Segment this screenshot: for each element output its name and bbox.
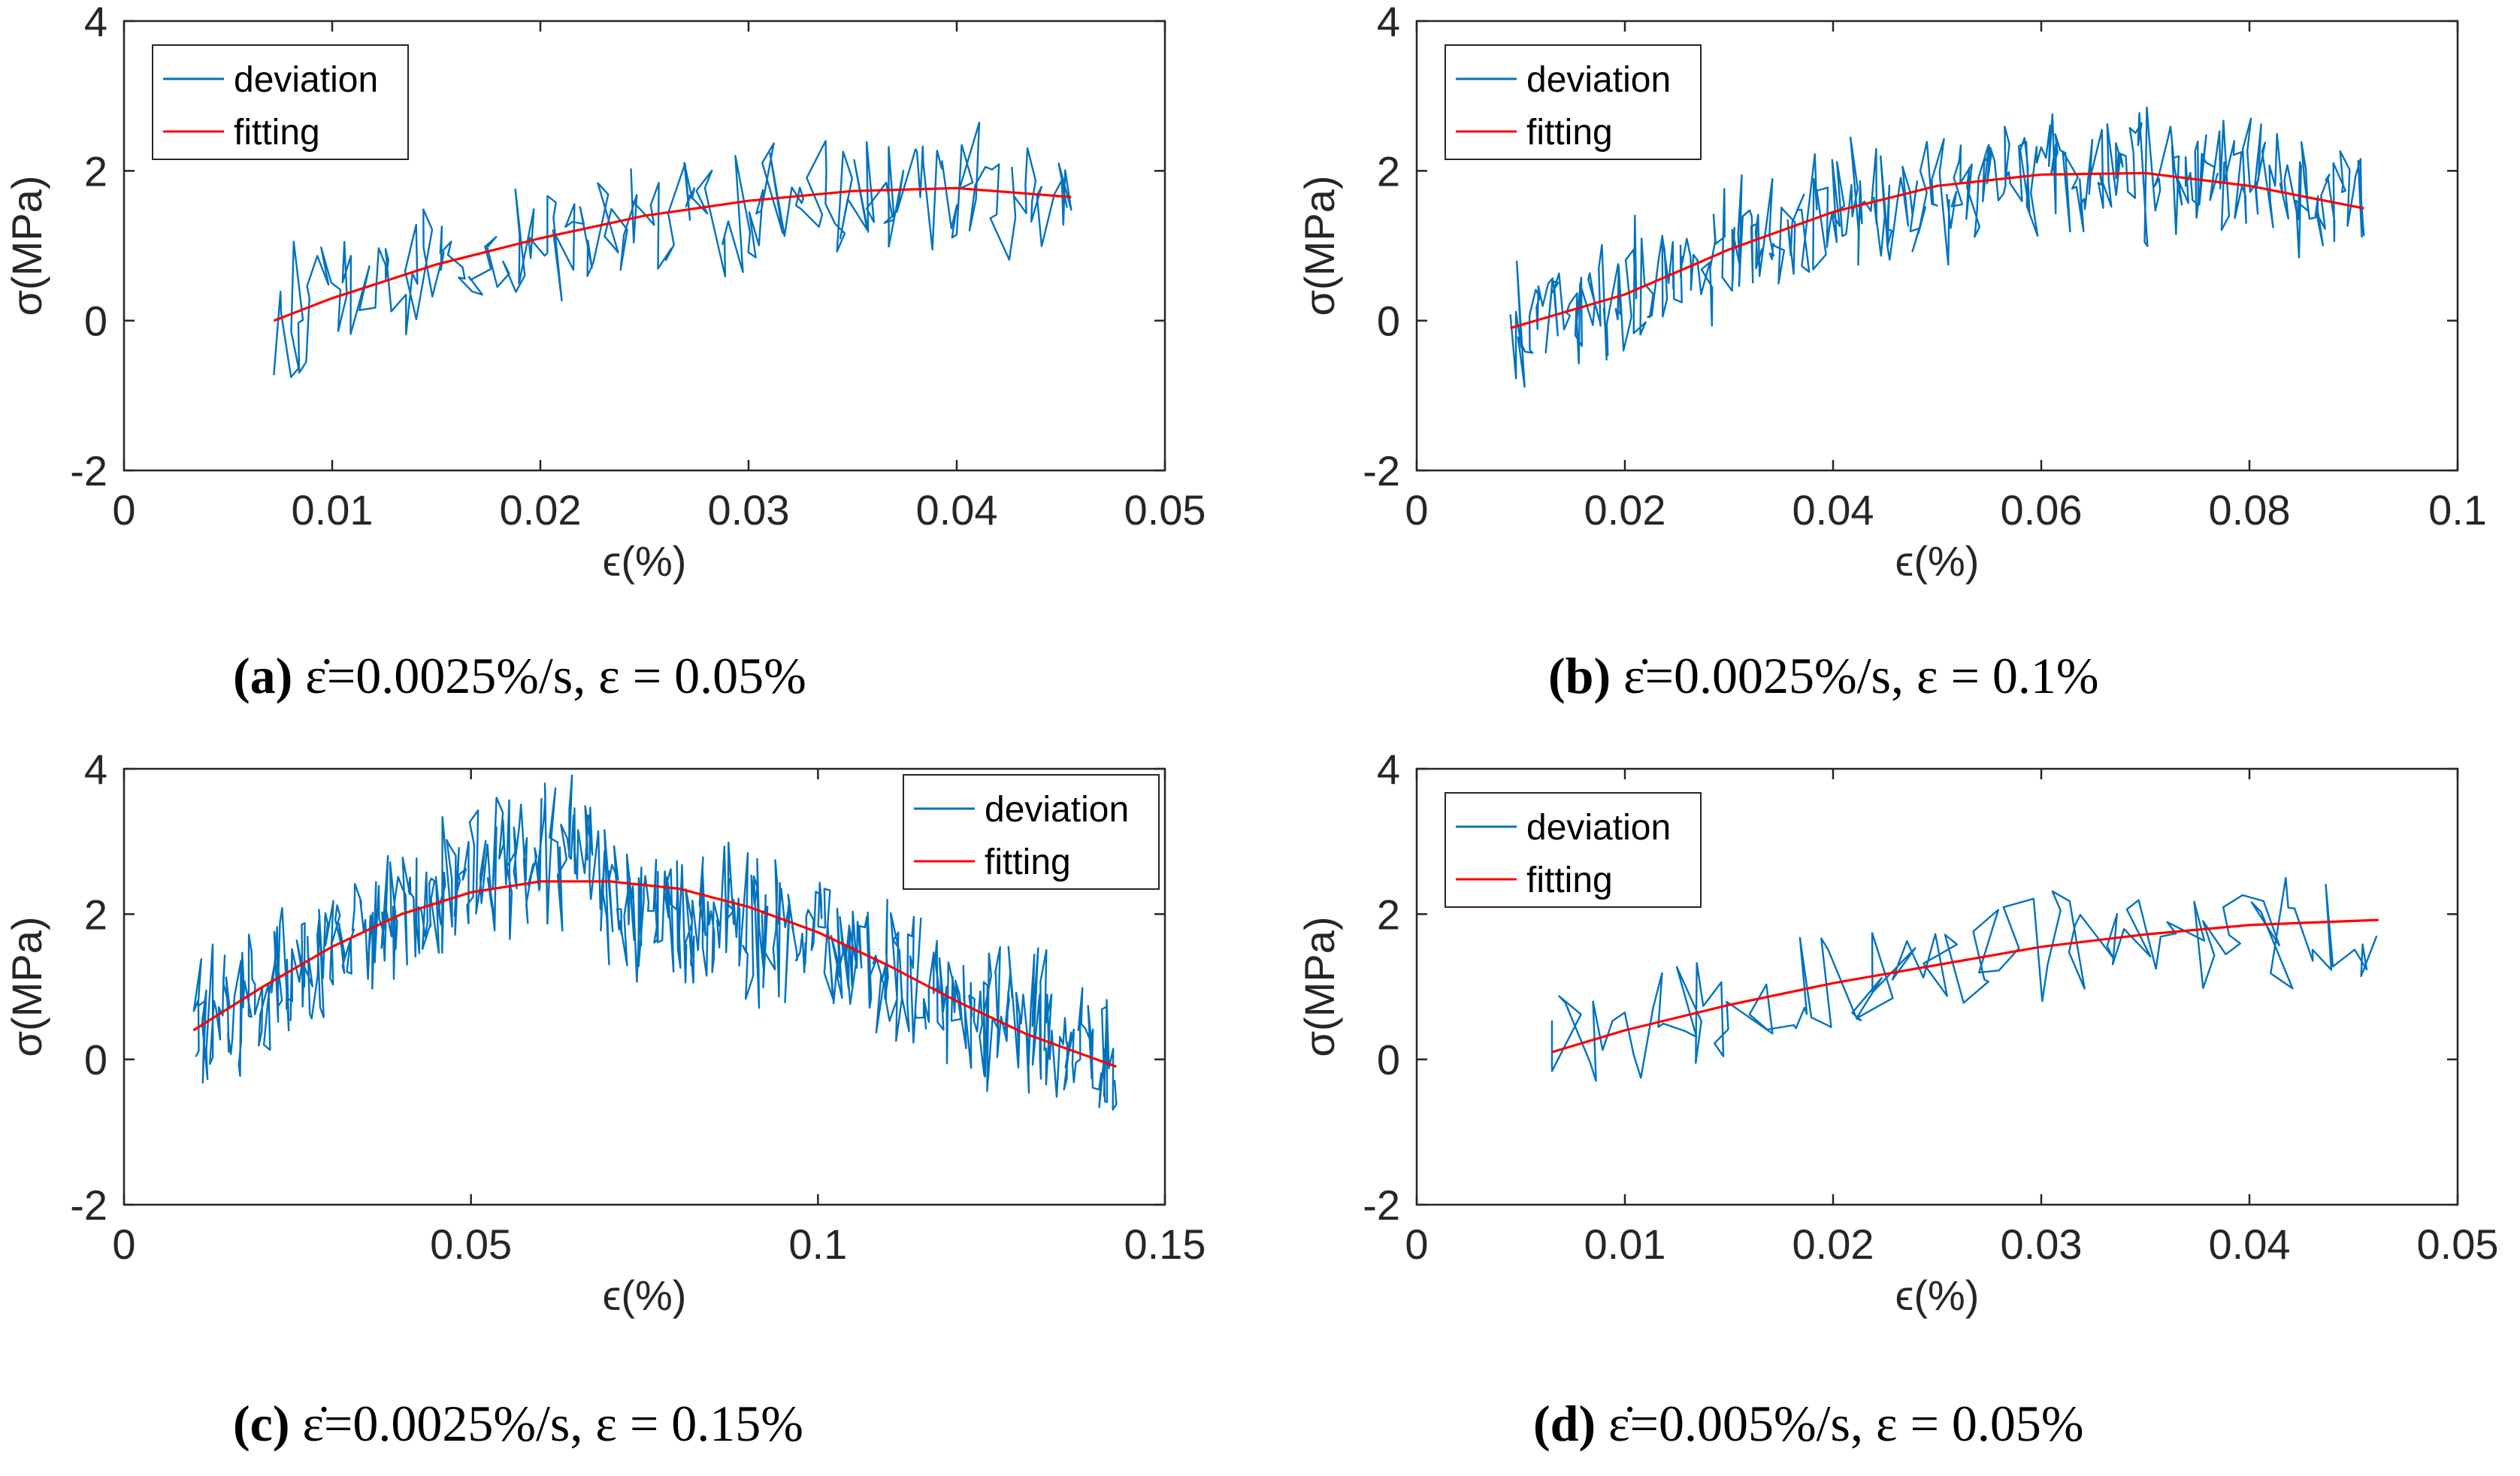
series-line-deviation xyxy=(192,774,1118,1111)
y-tick-label: 4 xyxy=(1377,746,1400,793)
x-tick-label: 0.05 xyxy=(2417,1220,2499,1268)
caption-a: (a) ε̇=0.0025%/s, ε = 0.05% xyxy=(233,646,806,706)
y-tick-label: -2 xyxy=(70,447,107,495)
x-axis-label: ϵ(%) xyxy=(1895,1272,1980,1319)
plot-frame xyxy=(123,767,1166,1206)
y-axis-label: σ(MPa) xyxy=(1296,175,1343,316)
y-tick-label: 4 xyxy=(84,746,107,793)
legend-box xyxy=(1445,44,1702,160)
y-tick-label: 4 xyxy=(1377,0,1400,45)
x-tick-label: 0.04 xyxy=(2209,1220,2291,1268)
y-tick-label: -2 xyxy=(1363,447,1400,495)
caption-tag-d: (d) xyxy=(1533,1395,1596,1452)
x-tick-label: 0.05 xyxy=(430,1220,512,1268)
x-tick-label: 0.01 xyxy=(1584,1220,1666,1268)
x-tick-label: 0.02 xyxy=(1792,1220,1874,1268)
x-tick-label: 0.06 xyxy=(2001,486,2083,534)
x-tick-label: 0 xyxy=(112,1220,135,1268)
caption-tag-a: (a) xyxy=(233,647,293,704)
y-tick-label: -2 xyxy=(1363,1181,1400,1229)
x-tick-label: 0.04 xyxy=(916,486,998,534)
x-tick-label: 0 xyxy=(112,486,135,534)
chart-d: 0 0.01 0.02 0.03 0.04 0.05-2024ϵ(%)σ(MPa)devi… xyxy=(1296,746,2499,1319)
x-tick-label: 0 xyxy=(1405,1220,1428,1268)
y-tick-label: 2 xyxy=(84,891,107,938)
chart-panel-b: 0 0.02 0.04 0.06 0.08 0.1 -2 0 2 4 ϵ(%) σ(MPa) devia… xyxy=(1263,0,2518,631)
chart-b: 0 0.02 0.04 0.06 0.08 0.1-2024ϵ(%)σ(MPa)devia… xyxy=(1296,0,2487,585)
x-tick-label: 0.05 xyxy=(1124,486,1206,534)
caption-b: (b) ε̇=0.0025%/s, ε = 0.1% xyxy=(1548,646,2099,706)
x-tick-label: 0.02 xyxy=(500,486,582,534)
caption-c: (c) ε̇=0.0025%/s, ε = 0.15% xyxy=(233,1394,803,1453)
y-tick-label: -2 xyxy=(70,1181,107,1229)
chart-panel-d: 0 0.01 0.02 0.03 0.04 0.05 -2 0 2 4 ϵ(%) σ(MPa) devi… xyxy=(1263,744,2518,1360)
legend-label-deviation: deviation xyxy=(1526,808,1671,848)
caption-text-b: ε̇=0.0025%/s, ε = 0.1% xyxy=(1623,647,2099,704)
y-tick-label: 2 xyxy=(1377,891,1400,938)
legend-label-deviation: deviation xyxy=(1526,60,1671,100)
caption-tag-b: (b) xyxy=(1548,647,1611,704)
x-axis-label: ϵ(%) xyxy=(1895,537,1980,585)
y-tick-label: 0 xyxy=(1377,1036,1400,1084)
chart-panel-a: 0 0.01 0.02 0.03 0.04 0.05 -2 0 2 4 ϵ(%) σ(MPa) devi… xyxy=(0,0,1255,631)
plot-frame xyxy=(1415,20,2459,472)
y-axis-label: σ(MPa) xyxy=(3,175,50,316)
series-line-fitting xyxy=(192,880,1117,1068)
y-tick-label: 0 xyxy=(84,298,107,345)
legend-label-fitting: fitting xyxy=(234,113,320,153)
y-tick-label: 4 xyxy=(84,0,107,45)
series-line-fitting xyxy=(1551,918,2379,1054)
legend-box xyxy=(1445,792,1702,908)
x-tick-label: 0.08 xyxy=(2209,486,2291,534)
x-tick-label: 0.03 xyxy=(2001,1220,2083,1268)
x-tick-label: 0.02 xyxy=(1584,486,1666,534)
series-line-deviation xyxy=(1550,876,2378,1082)
legend-label-fitting: fitting xyxy=(1526,860,1613,900)
plot-frame xyxy=(123,20,1166,472)
legend-label-deviation: deviation xyxy=(985,790,1129,830)
x-tick-label: 0.04 xyxy=(1792,486,1874,534)
x-tick-label: 0.01 xyxy=(292,486,374,534)
x-tick-label: 0.15 xyxy=(1124,1220,1206,1268)
y-tick-label: 0 xyxy=(1377,298,1400,345)
series-line-fitting xyxy=(1510,171,2364,330)
caption-text-d: ε̇=0.005%/s, ε = 0.05% xyxy=(1608,1395,2084,1452)
series-line-fitting xyxy=(273,186,1072,322)
legend-label-deviation: deviation xyxy=(234,60,378,100)
legend-label-fitting: fitting xyxy=(1526,113,1613,153)
x-axis-label: ϵ(%) xyxy=(603,537,687,585)
x-tick-label: 0 xyxy=(1405,486,1428,534)
y-axis-label: σ(MPa) xyxy=(3,916,50,1057)
x-axis-label: ϵ(%) xyxy=(603,1272,687,1319)
series-line-deviation xyxy=(273,121,1072,378)
x-tick-label: 0.1 xyxy=(2428,486,2487,534)
caption-text-c: ε̇=0.0025%/s, ε = 0.15% xyxy=(302,1395,803,1452)
x-tick-label: 0.1 xyxy=(788,1220,847,1268)
legend-box xyxy=(903,774,1160,890)
caption-d: (d) ε̇=0.005%/s, ε = 0.05% xyxy=(1533,1394,2084,1453)
chart-a: 0 0.01 0.02 0.03 0.04 0.05-2024ϵ(%)σ(MPa)devi… xyxy=(3,0,1206,585)
plot-frame xyxy=(1415,767,2459,1206)
legend-label-fitting: fitting xyxy=(985,842,1071,882)
legend-box xyxy=(152,44,409,160)
y-tick-label: 2 xyxy=(1377,147,1400,195)
chart-panel-c: 0 0.05 0.1 0.15 -2 0 2 4 ϵ(%) σ(MPa) deviation fitt… xyxy=(0,744,1255,1360)
chart-c: 0 0.05 0.1 0.15-2024ϵ(%)σ(MPa)deviationfitt… xyxy=(3,746,1206,1319)
y-axis-label: σ(MPa) xyxy=(1296,916,1343,1057)
series-line-deviation xyxy=(1509,106,2365,388)
x-tick-label: 0.03 xyxy=(708,486,790,534)
y-tick-label: 2 xyxy=(84,147,107,195)
caption-text-a: ε̇=0.0025%/s, ε = 0.05% xyxy=(305,647,806,704)
caption-tag-c: (c) xyxy=(233,1395,290,1452)
y-tick-label: 0 xyxy=(84,1036,107,1084)
